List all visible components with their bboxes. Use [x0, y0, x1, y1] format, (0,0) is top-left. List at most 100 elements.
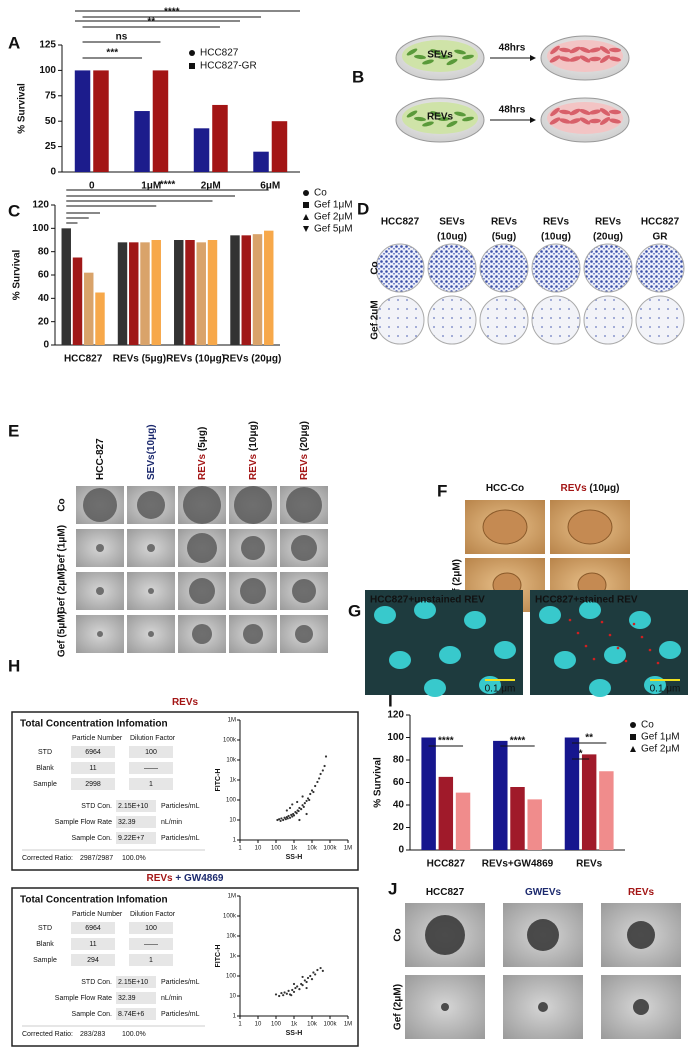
- scatter-point: [278, 994, 281, 998]
- rev-signal: [624, 659, 628, 663]
- scatter-point: [306, 976, 310, 980]
- row-label: +Gef (2μM): [452, 559, 463, 611]
- table-cell-box: [116, 976, 156, 988]
- spheroid: [291, 535, 317, 561]
- legend-label: Gef 1μM: [314, 200, 353, 211]
- column-label-part: REVs: [299, 453, 310, 480]
- table-cell-box: [129, 746, 173, 758]
- table-cell-box: [116, 992, 156, 1004]
- cell: [599, 108, 611, 116]
- nucleus: [439, 646, 461, 664]
- scatter-point: [285, 992, 288, 995]
- legend-symbol: [189, 50, 195, 56]
- table-cell-box: [71, 762, 115, 774]
- spheroid: [241, 536, 265, 560]
- y-tick-label: 80: [38, 246, 50, 257]
- stat-value: 2.15E+10: [118, 803, 148, 810]
- cell: [609, 118, 621, 124]
- colony-dish: [375, 243, 425, 293]
- table-cell: Blank: [36, 765, 54, 772]
- scatter-point: [292, 982, 296, 986]
- x-axis-label: SS-H: [286, 854, 303, 861]
- scatter-point: [292, 990, 296, 994]
- scatter-point: [291, 988, 294, 992]
- y-tick-label: 100: [32, 223, 49, 234]
- table-cell-box: [116, 816, 156, 828]
- table-cell-box: [129, 762, 173, 774]
- table-cell: 2998: [85, 781, 101, 788]
- bar: [264, 230, 274, 345]
- rev-signal: [656, 661, 660, 665]
- y-tick-label: 0: [50, 167, 56, 178]
- column-label-part: REVs: [248, 453, 259, 480]
- spheroid: [243, 624, 263, 644]
- table-cell: 11: [89, 941, 96, 948]
- cell: [462, 54, 474, 60]
- colony-dish: [635, 243, 685, 293]
- column-label: HCC827: [381, 217, 420, 228]
- dish-label: SEVs: [427, 50, 453, 61]
- rev-signal: [608, 633, 612, 637]
- scatter-point: [292, 814, 296, 817]
- spheroid: [97, 631, 103, 637]
- scatter-point: [295, 812, 298, 815]
- y-axis-label: FITC-H: [215, 945, 222, 968]
- cell: [422, 59, 434, 65]
- column-label-part: REVs: [628, 887, 655, 898]
- bar: [61, 228, 71, 345]
- stat-unit: Particles/mL: [161, 1011, 200, 1018]
- bar: [152, 70, 169, 172]
- y-tick-label: 40: [38, 293, 50, 304]
- cell: [589, 109, 601, 115]
- stat-label: STD Con.: [81, 979, 112, 986]
- scatter-point: [321, 769, 324, 772]
- y-axis-label: % Survival: [12, 249, 23, 300]
- caption: HCC827+stained REV: [535, 595, 638, 606]
- spheroid: [538, 1002, 548, 1012]
- legend-symbol: [630, 734, 636, 740]
- x-tick-label: 0: [89, 181, 95, 192]
- colony: [482, 509, 528, 545]
- scatter-point: [283, 991, 286, 994]
- x-tick-label: REVs (20μg): [222, 354, 281, 365]
- panel-letter: I: [388, 691, 393, 710]
- table-cell: STD: [38, 749, 52, 756]
- x-tick-label: 1: [238, 1022, 242, 1028]
- cell: [579, 47, 591, 53]
- y-tick-label: 60: [38, 270, 50, 281]
- cell: [599, 46, 611, 54]
- y-tick-label: 1: [233, 1014, 237, 1020]
- row-label: Gef (5μM): [57, 611, 68, 657]
- stat-unit: Particles/mL: [161, 803, 200, 810]
- screenshot-heading: Total Concentration Infomation: [20, 895, 168, 906]
- panel-letter: J: [388, 879, 397, 898]
- nucleus: [604, 646, 626, 664]
- cell: [406, 48, 418, 56]
- scatter-point: [284, 818, 287, 821]
- scatter-point: [316, 780, 319, 784]
- y-tick-label: 120: [387, 710, 404, 721]
- legend-label: Gef 1μM: [641, 732, 680, 743]
- table-cell-box: [71, 954, 115, 966]
- panel-letter: E: [8, 421, 19, 440]
- corrected-ratio: Corrected Ratio:: [22, 1031, 73, 1038]
- y-tick-label: 80: [393, 755, 405, 766]
- row-label: Gef (1μM): [57, 525, 68, 571]
- y-axis-label: FITC-H: [215, 769, 222, 792]
- table-header: Dilution Factor: [130, 735, 176, 742]
- table-cell: Sample: [33, 957, 57, 964]
- stat-value: 9.22E+7: [118, 835, 144, 842]
- bar: [129, 242, 139, 345]
- y-tick-label: 120: [32, 200, 49, 211]
- caption: HCC827+unstained REV: [370, 595, 485, 606]
- rev-signal: [584, 644, 588, 648]
- scale-label: 0.1 μm: [650, 684, 681, 695]
- rev-signal: [576, 631, 580, 635]
- y-tick-label: 100: [387, 732, 404, 743]
- cell: [549, 55, 561, 63]
- scatter-point: [324, 755, 328, 758]
- x-tick-label: 1μM: [141, 181, 161, 192]
- significance-label: ***: [106, 48, 118, 59]
- screenshot-heading: Total Concentration Infomation: [20, 719, 168, 730]
- spheroid: [425, 915, 465, 955]
